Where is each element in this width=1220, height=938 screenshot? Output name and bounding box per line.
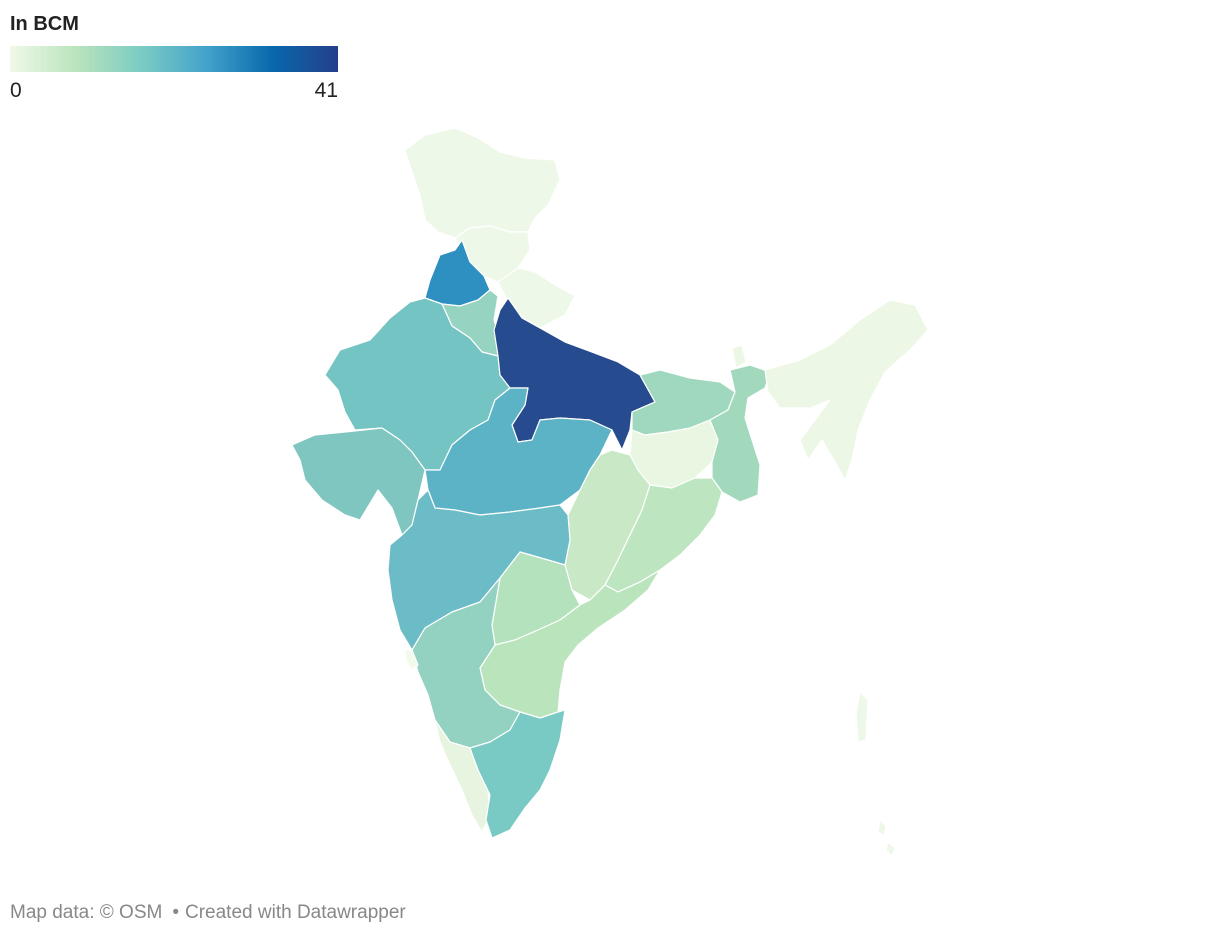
footer-separator: • (172, 902, 179, 923)
map-legend: In BCM 0 41 (10, 10, 340, 103)
region-kerala[interactable] (434, 719, 491, 833)
legend-max-label: 41 (314, 79, 338, 102)
datawrapper-credit[interactable]: Created with Datawrapper (185, 902, 406, 923)
map-footer: Map data: © OSM • Created with Datawrapper (10, 902, 406, 924)
legend-labels: 0 41 (10, 77, 338, 103)
region-west-bengal[interactable] (709, 364, 771, 503)
region-odisha[interactable] (604, 477, 723, 593)
region-tamil-nadu[interactable] (469, 709, 566, 839)
legend-min-label: 0 (10, 79, 22, 102)
region-sikkim[interactable] (731, 344, 747, 369)
region-northeast[interactable] (764, 299, 929, 481)
region-andaman-islands[interactable] (855, 691, 869, 743)
region-nicobar-islands[interactable] (877, 819, 896, 857)
region-jammu-kashmir-ladakh[interactable] (404, 127, 561, 239)
region-goa[interactable] (404, 649, 419, 671)
legend-title: In BCM (10, 13, 79, 35)
legend-color-scale (10, 46, 338, 72)
map-attribution: Map data: © OSM (10, 902, 163, 923)
